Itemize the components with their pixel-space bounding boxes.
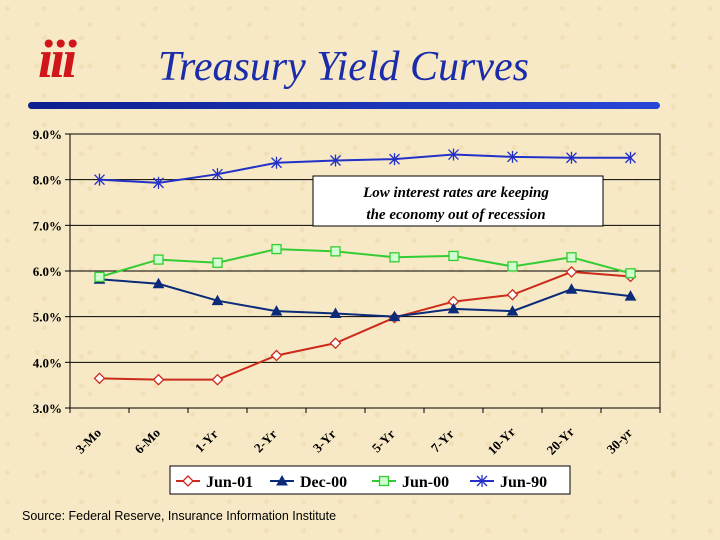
diamond-marker: [93, 372, 106, 385]
annotation-border: [312, 175, 604, 227]
diamond-marker: [329, 337, 342, 350]
series-lines: [93, 148, 637, 386]
x-tick-label: 20-Yr: [544, 424, 578, 458]
square-marker: [330, 246, 341, 257]
square-marker: [212, 257, 223, 268]
square-marker: [625, 268, 636, 279]
triangle-marker: [565, 283, 578, 294]
square-marker: [448, 250, 459, 262]
y-tick-label: 7.0%: [33, 218, 62, 233]
triangle-marker: [211, 294, 224, 306]
x-axis-ticks: 3-Mo 6-Mo 1-Yr 2-Yr 3-Yr 5-Yr 7-Yr 10-Yr 20-Yr 30…: [69, 408, 661, 458]
triangle-marker: [152, 277, 165, 289]
y-tick-label: 8.0%: [33, 173, 62, 188]
asterisk-marker: [448, 148, 459, 161]
diamond-marker: [211, 373, 224, 386]
triangle-marker: [506, 305, 519, 316]
title-underline-bar: [28, 102, 660, 109]
square-marker: [271, 243, 282, 255]
asterisk-marker: [389, 153, 400, 166]
x-tick-label: 7-Yr: [428, 426, 457, 455]
x-tick-label: 2-Yr: [251, 426, 280, 455]
asterisk-marker: [212, 168, 223, 181]
asterisk-marker: [476, 475, 488, 487]
square-marker: [153, 254, 164, 265]
x-tick-label: 1-Yr: [192, 426, 221, 455]
triangle-marker: [276, 474, 288, 486]
legend: Jun-01 Dec-00 Jun-00 Jun-90: [169, 465, 571, 495]
asterisk-marker: [153, 176, 164, 189]
x-tick-label: 30-yr: [604, 425, 636, 457]
diamond-marker: [182, 475, 194, 487]
page-title: Treasury Yield Curves: [158, 44, 530, 90]
triangle-marker: [447, 302, 460, 314]
legend-label: Jun-01: [206, 474, 253, 491]
diamond-marker: [565, 265, 578, 278]
asterisk-marker: [94, 173, 105, 186]
y-axis-ticks: 3.0% 4.0% 5.0% 6.0% 7.0% 8.0% 9.0%: [33, 127, 70, 416]
diamond-marker: [270, 349, 283, 362]
legend-label: Jun-00: [402, 474, 449, 491]
y-tick-label: 3.0%: [33, 401, 62, 416]
annotation-box: Low interest rates are keeping the econo…: [312, 175, 604, 227]
asterisk-marker: [271, 156, 282, 169]
x-tick-label: 10-Yr: [485, 424, 519, 458]
legend-label: Dec-00: [300, 474, 347, 491]
x-tick-label: 5-Yr: [369, 426, 398, 455]
square-marker: [566, 252, 577, 263]
legend-border: [169, 465, 571, 495]
y-tick-label: 5.0%: [33, 310, 62, 325]
y-tick-label: 9.0%: [33, 127, 62, 142]
annotation-line-1: Low interest rates are keeping: [362, 185, 549, 201]
x-tick-label: 3-Yr: [310, 426, 339, 455]
asterisk-marker: [330, 154, 341, 167]
x-tick-label: 6-Mo: [132, 425, 164, 457]
asterisk-marker: [507, 150, 518, 163]
square-marker: [389, 252, 400, 263]
square-marker: [94, 271, 105, 283]
triangle-marker: [270, 305, 283, 316]
source-note: Source: Federal Reserve, Insurance Infor…: [22, 509, 337, 523]
triangle-marker: [329, 307, 342, 318]
series-line-dec-00: [99, 278, 631, 318]
annotation-line-2: the economy out of recession: [366, 207, 545, 223]
asterisk-marker: [566, 151, 577, 164]
series-line-jun-00: [99, 248, 631, 278]
iii-logo: iii: [38, 29, 77, 89]
diamond-marker: [152, 373, 165, 386]
triangle-marker: [624, 290, 637, 301]
y-tick-label: 6.0%: [33, 264, 62, 279]
square-marker: [378, 475, 390, 487]
square-marker: [507, 261, 518, 272]
y-tick-label: 4.0%: [33, 355, 62, 370]
series-line-jun-01: [99, 270, 631, 381]
series-line-jun-90: [99, 153, 631, 184]
triangle-marker: [388, 310, 401, 322]
asterisk-marker: [625, 151, 636, 164]
x-tick-label: 3-Mo: [73, 425, 105, 457]
diamond-marker: [506, 288, 519, 301]
legend-label: Jun-90: [500, 474, 547, 491]
